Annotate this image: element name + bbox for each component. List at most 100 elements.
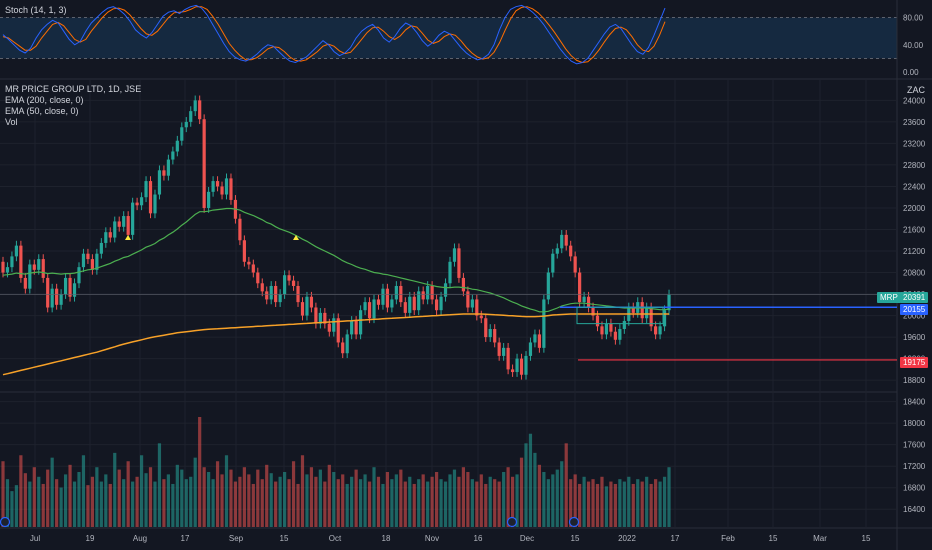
support-tag: 20155 [900,304,929,315]
price-tick-label: 23600 [903,118,926,127]
candle-body [502,347,506,356]
volume-bar [242,467,246,527]
candle-body [37,259,41,270]
volume-bar [162,479,166,527]
volume-bar [555,469,559,527]
ema50-label: EMA (50, close, 0) [5,106,79,116]
volume-bar [278,476,282,527]
candle-body [10,256,14,268]
candle-body [117,221,121,227]
candle-body [215,181,220,187]
candle-body [662,310,667,327]
candle-body [77,267,81,284]
candle-body [72,283,77,297]
volume-bar [372,467,376,527]
volume-bar [667,467,671,527]
volume-bar [104,474,108,527]
candle-body [50,288,54,308]
volume-bar [394,474,398,527]
stop-tag: 19175 [900,357,929,368]
candle-body [564,234,568,246]
candle-body [381,288,385,305]
candle-body [363,302,367,311]
candle-body [198,100,202,120]
candle-body [403,302,407,313]
candle-body [591,307,595,316]
candle-body [376,299,381,305]
candle-body [207,191,211,208]
volume-bar [19,455,23,527]
candle-body [448,261,452,284]
candle-body [309,296,314,308]
candle-body [5,267,10,273]
candle-body [162,170,166,176]
volume-bar [323,481,327,527]
volume-bar [573,474,577,527]
volume-bar [627,476,631,527]
volume-bar [202,467,206,527]
candle-body [148,181,153,214]
candle-body [189,111,193,122]
volume-bar [32,467,36,527]
candle-body [63,277,68,295]
volume-bar [412,483,416,527]
time-tick-label: 15 [280,534,289,543]
time-tick-label: 15 [571,534,580,543]
candle-body [296,285,300,303]
volume-bar [510,476,515,527]
stoch-label: Stoch (14, 1, 3) [5,5,67,15]
volume-bar [551,474,555,527]
volume-bar [296,483,300,527]
candle-body [99,242,103,254]
candle-body [555,248,559,254]
candle-body [224,178,229,195]
candle-body [287,275,291,281]
candle-body [560,234,564,249]
volume-bar [238,476,242,527]
candle-body [327,323,331,332]
volume-bar [515,474,519,527]
time-tick-label: 17 [671,534,680,543]
time-tick-label: Jul [30,534,40,543]
price-tick-label: 18000 [903,419,926,428]
volume-bar [636,479,640,527]
candle-body [126,216,130,235]
volume-bar [5,479,10,527]
volume-bar [166,474,170,527]
candle-body [461,277,466,292]
volume-bar [153,481,157,527]
time-tick-label: Sep [229,534,244,543]
volume-bar [189,476,193,527]
candle-body [144,181,148,198]
volume-bar [604,486,609,527]
candle-body [19,245,23,278]
candle-body [533,334,537,343]
price-tick-label: 18800 [903,376,926,385]
volume-bar [350,476,354,527]
candle-body [104,232,108,243]
volume-bar [390,479,394,527]
candle-body [291,280,296,286]
candle-body [609,323,613,332]
candle-body [640,302,644,319]
candle-body [256,272,260,284]
candle-body [417,291,421,311]
volume-bar [55,479,59,527]
volume-bar [488,476,492,527]
volume-bar [309,467,314,527]
time-tick-label: 19 [86,534,95,543]
volume-bar [198,417,202,527]
candle-body [524,355,528,375]
stoch-pane [0,4,897,65]
candle-body [542,299,546,348]
volume-bar [654,479,658,527]
event-marker-icon [568,516,580,528]
candle-body [390,299,394,308]
candle-body [81,253,86,268]
volume-bar [466,472,470,527]
candles [1,95,671,380]
volume-bar [479,474,483,527]
price-tick-label: 22000 [903,204,926,213]
volume-bar [578,483,582,527]
time-tick-label: Feb [721,534,735,543]
